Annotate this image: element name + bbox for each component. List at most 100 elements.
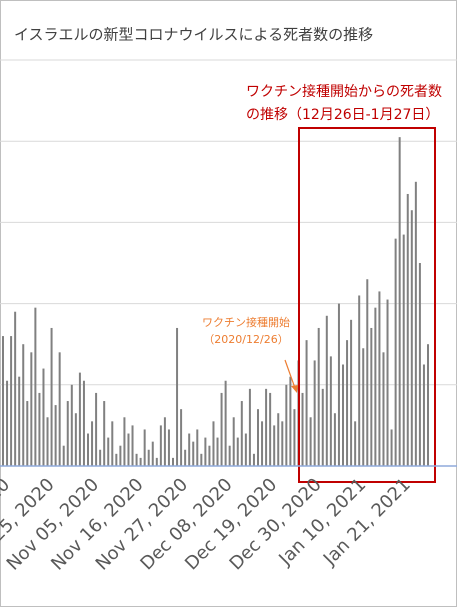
bar bbox=[252, 453, 255, 466]
bar bbox=[147, 449, 150, 466]
bar bbox=[91, 421, 94, 466]
bar bbox=[317, 327, 320, 466]
annotation: ワクチン接種開始 bbox=[202, 315, 290, 329]
bar bbox=[305, 340, 308, 466]
bar bbox=[325, 315, 328, 466]
bar bbox=[281, 421, 284, 466]
bar bbox=[427, 344, 429, 466]
bar bbox=[289, 376, 292, 466]
bar bbox=[350, 319, 353, 466]
bar bbox=[151, 441, 154, 466]
bar bbox=[224, 380, 227, 466]
bar bbox=[216, 437, 219, 466]
bar bbox=[309, 417, 312, 466]
bar bbox=[386, 299, 389, 466]
annotation-arrow bbox=[284, 359, 296, 389]
bar bbox=[6, 380, 9, 466]
bar bbox=[200, 453, 203, 466]
bar bbox=[172, 457, 174, 466]
bar bbox=[337, 303, 340, 466]
bar bbox=[184, 449, 187, 466]
bar bbox=[257, 409, 259, 466]
bar bbox=[269, 392, 272, 466]
bar bbox=[358, 295, 361, 466]
bar bbox=[54, 405, 57, 466]
bar bbox=[273, 425, 276, 466]
annotation: （2020/12/26） bbox=[203, 333, 288, 346]
bar bbox=[220, 392, 223, 466]
bar bbox=[38, 392, 41, 466]
bar bbox=[236, 437, 239, 466]
bar bbox=[333, 413, 336, 466]
bar bbox=[22, 344, 25, 466]
bar bbox=[196, 429, 199, 466]
bar bbox=[212, 421, 215, 466]
bar bbox=[321, 388, 324, 466]
bar bbox=[410, 210, 413, 466]
bar bbox=[135, 453, 138, 466]
bar bbox=[313, 360, 316, 466]
bar bbox=[131, 425, 134, 466]
bar bbox=[127, 433, 130, 466]
bar bbox=[418, 263, 421, 466]
bar bbox=[107, 437, 110, 466]
bar bbox=[143, 429, 146, 466]
bar bbox=[155, 457, 158, 466]
bar bbox=[382, 352, 385, 466]
bar bbox=[10, 336, 13, 466]
chart-title: イスラエルの新型コロナウイルスによる死者数の推移 bbox=[14, 26, 373, 44]
bar bbox=[192, 441, 195, 466]
bar bbox=[26, 401, 29, 466]
bar bbox=[374, 307, 377, 466]
bar bbox=[406, 193, 409, 467]
bar bbox=[204, 437, 207, 466]
annotation: ワクチン接種開始からの死者数 bbox=[246, 83, 442, 100]
bar bbox=[103, 401, 106, 466]
bar bbox=[293, 409, 296, 466]
bar bbox=[159, 425, 162, 466]
bar bbox=[208, 445, 211, 466]
bar bbox=[78, 372, 81, 466]
bar bbox=[176, 327, 179, 466]
bar bbox=[248, 388, 251, 466]
bar bbox=[62, 445, 65, 466]
bar bbox=[362, 348, 365, 466]
bar bbox=[232, 417, 235, 466]
bar bbox=[82, 380, 85, 466]
bar bbox=[2, 336, 4, 466]
bar bbox=[46, 417, 49, 466]
arrow-head bbox=[291, 385, 298, 393]
bar bbox=[285, 384, 288, 466]
bar bbox=[34, 307, 37, 466]
bar bbox=[66, 401, 69, 466]
bar bbox=[115, 453, 118, 466]
bar bbox=[301, 392, 304, 466]
bar bbox=[394, 238, 397, 466]
bar bbox=[70, 384, 73, 466]
bar bbox=[402, 234, 405, 466]
bar bbox=[163, 417, 166, 466]
bar bbox=[14, 311, 17, 466]
bar bbox=[277, 413, 280, 466]
bar bbox=[180, 409, 183, 466]
bar bbox=[167, 429, 170, 466]
bar bbox=[370, 327, 373, 466]
bar bbox=[111, 421, 114, 466]
bar bbox=[87, 433, 89, 466]
bar bbox=[119, 445, 122, 466]
bar bbox=[244, 433, 247, 466]
bar bbox=[329, 356, 332, 466]
bar bbox=[95, 392, 98, 466]
bar bbox=[398, 137, 401, 466]
bar bbox=[422, 364, 425, 466]
bar bbox=[74, 413, 77, 466]
bar bbox=[50, 327, 53, 466]
bar bbox=[261, 421, 264, 466]
bar bbox=[265, 388, 268, 466]
bar bbox=[228, 445, 231, 466]
bar bbox=[414, 181, 417, 467]
bar bbox=[123, 417, 126, 466]
bar bbox=[240, 401, 243, 466]
bar bbox=[58, 352, 61, 466]
